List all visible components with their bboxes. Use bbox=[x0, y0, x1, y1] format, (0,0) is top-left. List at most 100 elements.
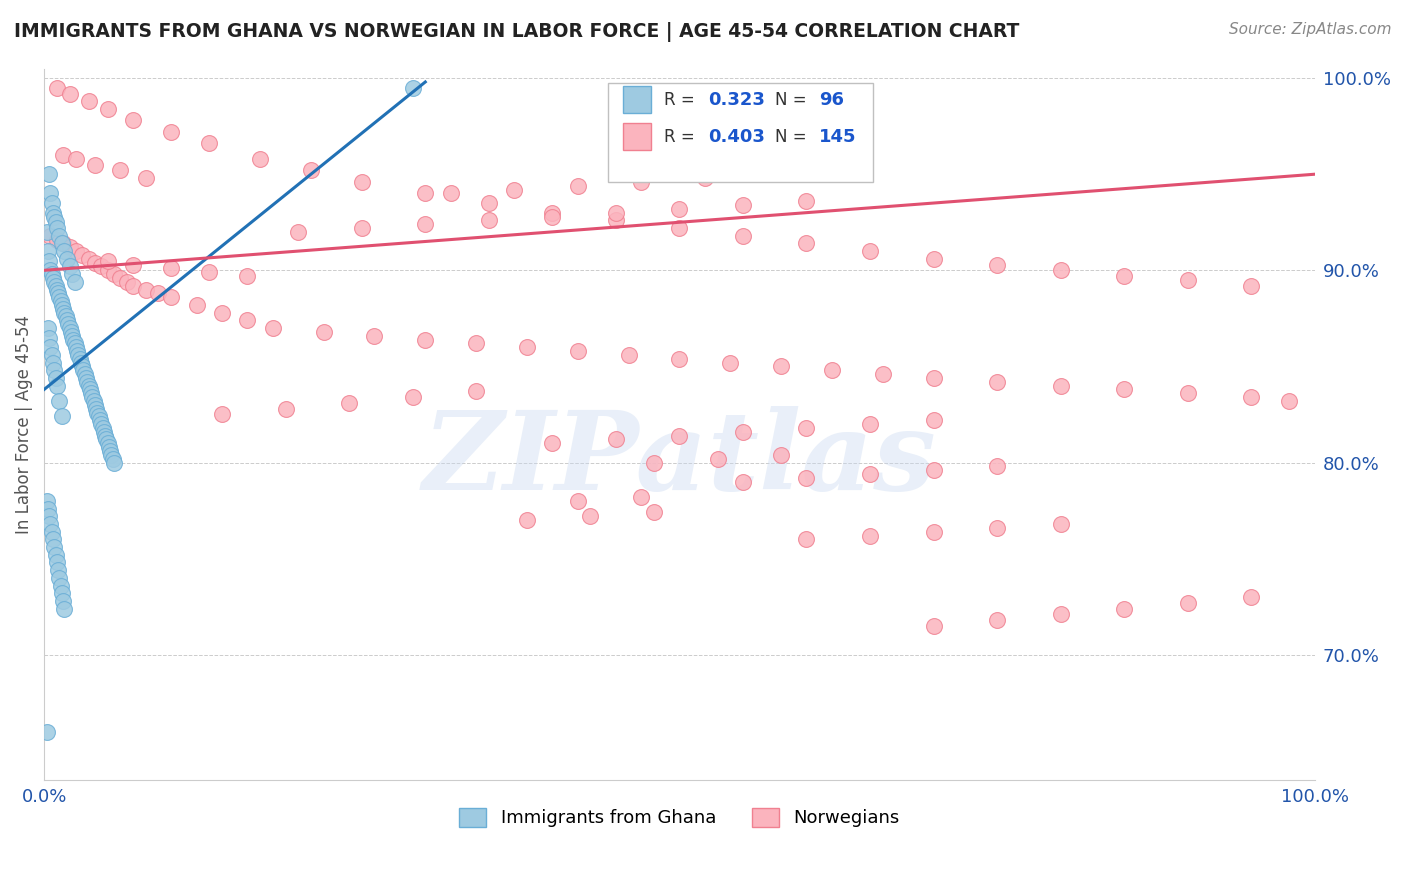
Point bbox=[413, 186, 436, 201]
Point bbox=[58, 317, 80, 331]
Point bbox=[922, 619, 945, 633]
Point bbox=[44, 275, 66, 289]
Point bbox=[440, 186, 463, 201]
Point bbox=[337, 396, 360, 410]
Point bbox=[1049, 516, 1071, 531]
Point bbox=[42, 205, 65, 219]
Point bbox=[922, 524, 945, 539]
Point bbox=[58, 321, 80, 335]
Point bbox=[1278, 394, 1301, 409]
Point bbox=[93, 425, 115, 439]
Point bbox=[49, 294, 72, 309]
Point bbox=[249, 152, 271, 166]
Point bbox=[567, 494, 589, 508]
Point bbox=[42, 355, 65, 369]
Point bbox=[135, 171, 157, 186]
Point bbox=[63, 275, 86, 289]
Point bbox=[541, 210, 564, 224]
Point bbox=[567, 344, 589, 359]
Point bbox=[45, 278, 67, 293]
Point bbox=[668, 202, 690, 216]
Point bbox=[53, 244, 76, 258]
Point bbox=[541, 205, 564, 219]
Point bbox=[160, 125, 183, 139]
Point bbox=[41, 267, 63, 281]
Point bbox=[38, 167, 60, 181]
Point bbox=[45, 283, 67, 297]
Point bbox=[516, 513, 538, 527]
Point bbox=[110, 271, 132, 285]
Point bbox=[731, 198, 754, 212]
Point bbox=[42, 533, 65, 547]
Point bbox=[516, 340, 538, 354]
Point bbox=[45, 548, 67, 562]
Point bbox=[41, 348, 63, 362]
Text: 145: 145 bbox=[820, 128, 856, 145]
Point bbox=[796, 533, 818, 547]
Point bbox=[38, 253, 60, 268]
Point bbox=[579, 509, 602, 524]
Point bbox=[236, 269, 259, 284]
Point bbox=[35, 494, 58, 508]
Point bbox=[465, 336, 488, 351]
Point bbox=[86, 405, 108, 419]
Point bbox=[90, 417, 112, 431]
Point bbox=[770, 448, 793, 462]
Point bbox=[401, 390, 423, 404]
Point bbox=[198, 136, 221, 151]
Point bbox=[110, 163, 132, 178]
Text: R =: R = bbox=[664, 91, 700, 109]
Text: 0.323: 0.323 bbox=[709, 91, 765, 109]
Text: ZIPatlas: ZIPatlas bbox=[422, 406, 936, 514]
Point bbox=[39, 516, 62, 531]
Point bbox=[718, 355, 741, 369]
Point bbox=[160, 261, 183, 276]
Point bbox=[986, 375, 1008, 389]
Point bbox=[122, 113, 145, 128]
Point bbox=[63, 336, 86, 351]
Point bbox=[79, 383, 101, 397]
Text: 0.403: 0.403 bbox=[709, 128, 765, 145]
Point bbox=[859, 528, 882, 542]
Text: Source: ZipAtlas.com: Source: ZipAtlas.com bbox=[1229, 22, 1392, 37]
Legend: Immigrants from Ghana, Norwegians: Immigrants from Ghana, Norwegians bbox=[451, 801, 907, 835]
Point bbox=[465, 384, 488, 399]
Point bbox=[630, 490, 652, 504]
Point bbox=[160, 290, 183, 304]
Point bbox=[80, 386, 103, 401]
Point bbox=[668, 428, 690, 442]
Point bbox=[83, 394, 105, 409]
Point bbox=[122, 278, 145, 293]
Text: R =: R = bbox=[664, 128, 700, 145]
Point bbox=[1177, 386, 1199, 401]
Point bbox=[821, 363, 844, 377]
Point bbox=[67, 348, 90, 362]
Point bbox=[1240, 278, 1263, 293]
Point bbox=[35, 225, 58, 239]
Point bbox=[53, 601, 76, 615]
Point bbox=[52, 236, 75, 251]
Point bbox=[53, 305, 76, 319]
Point bbox=[605, 205, 627, 219]
Point bbox=[1049, 607, 1071, 622]
Point bbox=[287, 225, 309, 239]
Point bbox=[236, 313, 259, 327]
Point bbox=[45, 215, 67, 229]
Point bbox=[35, 724, 58, 739]
Point bbox=[59, 325, 82, 339]
Point bbox=[274, 401, 297, 416]
Bar bbox=[623, 87, 651, 113]
Point bbox=[986, 459, 1008, 474]
Point bbox=[770, 359, 793, 374]
Point bbox=[45, 556, 67, 570]
Point bbox=[96, 433, 118, 447]
Point bbox=[37, 244, 59, 258]
Text: IMMIGRANTS FROM GHANA VS NORWEGIAN IN LABOR FORCE | AGE 45-54 CORRELATION CHART: IMMIGRANTS FROM GHANA VS NORWEGIAN IN LA… bbox=[14, 22, 1019, 42]
Point bbox=[148, 286, 170, 301]
Point bbox=[922, 252, 945, 266]
Point bbox=[90, 260, 112, 274]
Point bbox=[98, 444, 121, 458]
Point bbox=[37, 321, 59, 335]
Point bbox=[48, 571, 70, 585]
Point bbox=[1049, 263, 1071, 277]
